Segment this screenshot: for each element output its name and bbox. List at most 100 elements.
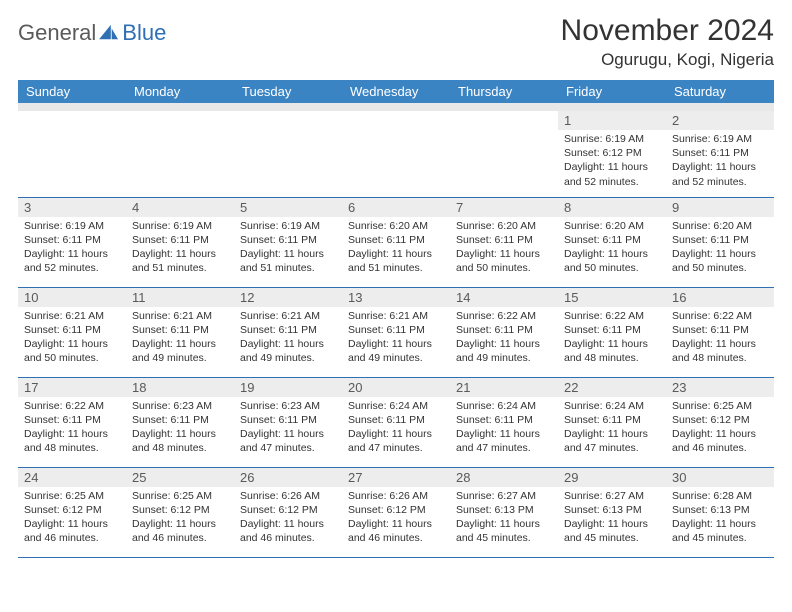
day-detail: Sunrise: 6:27 AMSunset: 6:13 PMDaylight:… bbox=[456, 489, 552, 546]
day-detail: Sunrise: 6:19 AMSunset: 6:11 PMDaylight:… bbox=[24, 219, 120, 276]
day-detail: Sunrise: 6:23 AMSunset: 6:11 PMDaylight:… bbox=[240, 399, 336, 456]
day-number: 5 bbox=[234, 198, 342, 217]
calendar-day-cell: 25 Sunrise: 6:25 AMSunset: 6:12 PMDayligh… bbox=[126, 467, 234, 557]
day-detail: Sunrise: 6:26 AMSunset: 6:12 PMDaylight:… bbox=[240, 489, 336, 546]
calendar-day-cell: 9Sunrise: 6:20 AMSunset: 6:11 PMDaylight… bbox=[666, 197, 774, 287]
day-detail: Sunrise: 6:24 AMSunset: 6:11 PMDaylight:… bbox=[564, 399, 660, 456]
day-number: 17 bbox=[18, 378, 126, 397]
calendar-day-cell: 18 Sunrise: 6:23 AMSunset: 6:11 PMDayligh… bbox=[126, 377, 234, 467]
day-number: 28 bbox=[450, 468, 558, 487]
day-detail: Sunrise: 6:22 AMSunset: 6:11 PMDaylight:… bbox=[672, 309, 768, 366]
day-detail: Sunrise: 6:21 AMSunset: 6:11 PMDaylight:… bbox=[132, 309, 228, 366]
calendar-day-cell: 6 Sunrise: 6:20 AMSunset: 6:11 PMDaylight… bbox=[342, 197, 450, 287]
day-number: 25 bbox=[126, 468, 234, 487]
day-number: 23 bbox=[666, 378, 774, 397]
day-detail: Sunrise: 6:26 AMSunset: 6:12 PMDaylight:… bbox=[348, 489, 444, 546]
day-detail: Sunrise: 6:21 AMSunset: 6:11 PMDaylight:… bbox=[348, 309, 444, 366]
calendar-week-row: 3 Sunrise: 6:19 AMSunset: 6:11 PMDaylight… bbox=[18, 197, 774, 287]
day-detail: Sunrise: 6:20 AMSunset: 6:11 PMDaylight:… bbox=[672, 219, 768, 276]
day-number: 27 bbox=[342, 468, 450, 487]
calendar-empty-cell bbox=[234, 107, 342, 197]
calendar-week-row: 1Sunrise: 6:19 AMSunset: 6:12 PMDaylight… bbox=[18, 107, 774, 197]
weekday-header: Wednesday bbox=[342, 80, 450, 107]
calendar-week-row: 10 Sunrise: 6:21 AMSunset: 6:11 PMDayligh… bbox=[18, 287, 774, 377]
calendar-day-cell: 21 Sunrise: 6:24 AMSunset: 6:11 PMDayligh… bbox=[450, 377, 558, 467]
header: General Blue November 2024 Ogurugu, Kogi… bbox=[18, 14, 774, 70]
calendar-empty-cell bbox=[126, 107, 234, 197]
month-title: November 2024 bbox=[561, 14, 774, 48]
day-detail: Sunrise: 6:25 AMSunset: 6:12 PMDaylight:… bbox=[672, 399, 768, 456]
day-number: 20 bbox=[342, 378, 450, 397]
day-number: 18 bbox=[126, 378, 234, 397]
calendar-day-cell: 12 Sunrise: 6:21 AMSunset: 6:11 PMDayligh… bbox=[234, 287, 342, 377]
calendar-day-cell: 5 Sunrise: 6:19 AMSunset: 6:11 PMDaylight… bbox=[234, 197, 342, 287]
day-number: 12 bbox=[234, 288, 342, 307]
day-detail: Sunrise: 6:19 AMSunset: 6:11 PMDaylight:… bbox=[672, 132, 768, 189]
day-number: 6 bbox=[342, 198, 450, 217]
day-number: 4 bbox=[126, 198, 234, 217]
calendar-table: SundayMondayTuesdayWednesdayThursdayFrid… bbox=[18, 80, 774, 558]
day-detail: Sunrise: 6:25 AMSunset: 6:12 PMDaylight:… bbox=[132, 489, 228, 546]
sail-icon bbox=[98, 24, 120, 42]
day-detail: Sunrise: 6:23 AMSunset: 6:11 PMDaylight:… bbox=[132, 399, 228, 456]
day-detail: Sunrise: 6:28 AMSunset: 6:13 PMDaylight:… bbox=[672, 489, 768, 546]
weekday-header: Saturday bbox=[666, 80, 774, 107]
day-number: 10 bbox=[18, 288, 126, 307]
calendar-day-cell: 30 Sunrise: 6:28 AMSunset: 6:13 PMDayligh… bbox=[666, 467, 774, 557]
day-detail: Sunrise: 6:22 AMSunset: 6:11 PMDaylight:… bbox=[456, 309, 552, 366]
calendar-day-cell: 19 Sunrise: 6:23 AMSunset: 6:11 PMDayligh… bbox=[234, 377, 342, 467]
calendar-day-cell: 13 Sunrise: 6:21 AMSunset: 6:11 PMDayligh… bbox=[342, 287, 450, 377]
calendar-day-cell: 24 Sunrise: 6:25 AMSunset: 6:12 PMDayligh… bbox=[18, 467, 126, 557]
day-number: 16 bbox=[666, 288, 774, 307]
day-number: 30 bbox=[666, 468, 774, 487]
calendar-day-cell: 3 Sunrise: 6:19 AMSunset: 6:11 PMDaylight… bbox=[18, 197, 126, 287]
day-detail: Sunrise: 6:19 AMSunset: 6:11 PMDaylight:… bbox=[240, 219, 336, 276]
calendar-empty-cell bbox=[450, 107, 558, 197]
day-detail: Sunrise: 6:20 AMSunset: 6:11 PMDaylight:… bbox=[564, 219, 660, 276]
logo-word-1: General bbox=[18, 20, 96, 46]
calendar-day-cell: 1Sunrise: 6:19 AMSunset: 6:12 PMDaylight… bbox=[558, 107, 666, 197]
calendar-body: 1Sunrise: 6:19 AMSunset: 6:12 PMDaylight… bbox=[18, 107, 774, 557]
title-block: November 2024 Ogurugu, Kogi, Nigeria bbox=[561, 14, 774, 70]
day-detail: Sunrise: 6:22 AMSunset: 6:11 PMDaylight:… bbox=[564, 309, 660, 366]
day-number: 21 bbox=[450, 378, 558, 397]
day-number: 19 bbox=[234, 378, 342, 397]
calendar-day-cell: 26 Sunrise: 6:26 AMSunset: 6:12 PMDayligh… bbox=[234, 467, 342, 557]
day-number: 24 bbox=[18, 468, 126, 487]
day-number: 11 bbox=[126, 288, 234, 307]
day-number: 13 bbox=[342, 288, 450, 307]
calendar-day-cell: 15Sunrise: 6:22 AMSunset: 6:11 PMDayligh… bbox=[558, 287, 666, 377]
day-number: 22 bbox=[558, 378, 666, 397]
calendar-day-cell: 7Sunrise: 6:20 AMSunset: 6:11 PMDaylight… bbox=[450, 197, 558, 287]
location-label: Ogurugu, Kogi, Nigeria bbox=[561, 50, 774, 70]
calendar-empty-cell bbox=[342, 107, 450, 197]
calendar-day-cell: 29Sunrise: 6:27 AMSunset: 6:13 PMDayligh… bbox=[558, 467, 666, 557]
weekday-header: Friday bbox=[558, 80, 666, 107]
day-number: 26 bbox=[234, 468, 342, 487]
calendar-empty-cell bbox=[18, 107, 126, 197]
day-number: 3 bbox=[18, 198, 126, 217]
weekday-header-row: SundayMondayTuesdayWednesdayThursdayFrid… bbox=[18, 80, 774, 107]
calendar-day-cell: 2 Sunrise: 6:19 AMSunset: 6:11 PMDaylight… bbox=[666, 107, 774, 197]
day-number: 1 bbox=[558, 111, 666, 130]
weekday-header: Tuesday bbox=[234, 80, 342, 107]
day-number: 14 bbox=[450, 288, 558, 307]
calendar-day-cell: 16 Sunrise: 6:22 AMSunset: 6:11 PMDayligh… bbox=[666, 287, 774, 377]
day-detail: Sunrise: 6:21 AMSunset: 6:11 PMDaylight:… bbox=[240, 309, 336, 366]
weekday-header: Monday bbox=[126, 80, 234, 107]
day-detail: Sunrise: 6:21 AMSunset: 6:11 PMDaylight:… bbox=[24, 309, 120, 366]
day-number: 2 bbox=[666, 111, 774, 130]
calendar-day-cell: 4Sunrise: 6:19 AMSunset: 6:11 PMDaylight… bbox=[126, 197, 234, 287]
weekday-header: Sunday bbox=[18, 80, 126, 107]
day-detail: Sunrise: 6:20 AMSunset: 6:11 PMDaylight:… bbox=[348, 219, 444, 276]
calendar-day-cell: 20Sunrise: 6:24 AMSunset: 6:11 PMDayligh… bbox=[342, 377, 450, 467]
calendar-week-row: 24 Sunrise: 6:25 AMSunset: 6:12 PMDayligh… bbox=[18, 467, 774, 557]
day-detail: Sunrise: 6:20 AMSunset: 6:11 PMDaylight:… bbox=[456, 219, 552, 276]
calendar-day-cell: 22 Sunrise: 6:24 AMSunset: 6:11 PMDayligh… bbox=[558, 377, 666, 467]
calendar-day-cell: 17Sunrise: 6:22 AMSunset: 6:11 PMDayligh… bbox=[18, 377, 126, 467]
day-detail: Sunrise: 6:24 AMSunset: 6:11 PMDaylight:… bbox=[456, 399, 552, 456]
weekday-header: Thursday bbox=[450, 80, 558, 107]
calendar-day-cell: 11 Sunrise: 6:21 AMSunset: 6:11 PMDayligh… bbox=[126, 287, 234, 377]
day-detail: Sunrise: 6:25 AMSunset: 6:12 PMDaylight:… bbox=[24, 489, 120, 546]
calendar-week-row: 17Sunrise: 6:22 AMSunset: 6:11 PMDayligh… bbox=[18, 377, 774, 467]
